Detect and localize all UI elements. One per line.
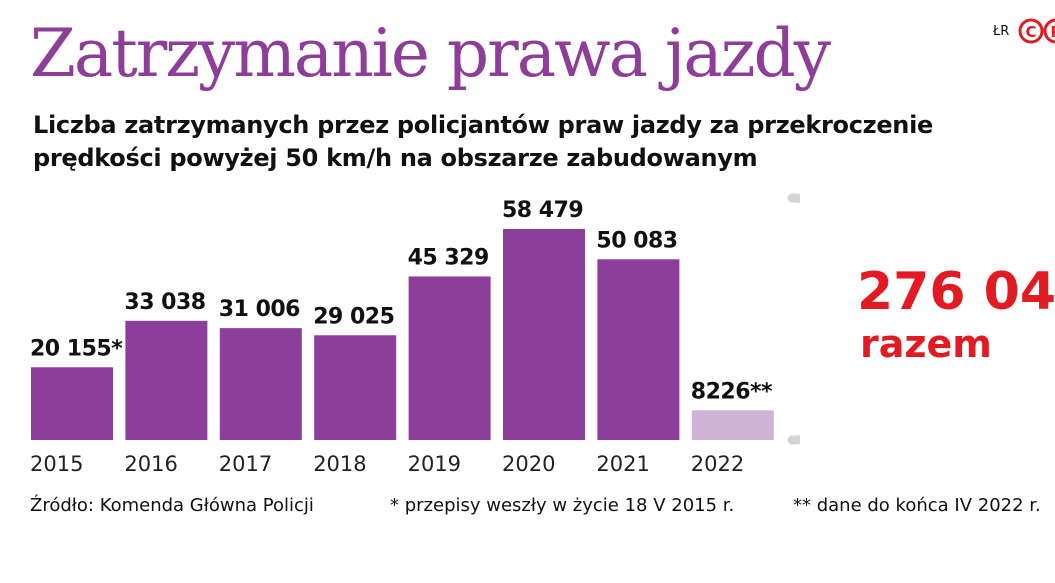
x-tick-label-2019: 2019 xyxy=(408,452,461,476)
author-credit: ŁR xyxy=(993,24,1010,39)
data-label-2022: 8226** xyxy=(691,379,773,404)
x-tick-label-2020: 2020 xyxy=(502,452,555,476)
bar-2016 xyxy=(125,320,208,440)
bar-chart: 20 155* 2015 33 038 2016 31 006 2017 29 025 201… xyxy=(30,193,800,476)
source-note: Źródło: Komenda Główna Policji xyxy=(30,495,314,516)
chart-subtitle-line-1: Liczba zatrzymanych przez policjantów pr… xyxy=(33,111,934,139)
chart-title: Zatrzymanie prawa jazdy xyxy=(30,15,831,92)
footnote-1: * przepisy weszły w życie 18 V 2015 r. xyxy=(390,495,735,516)
total-label: razem xyxy=(860,322,992,366)
svg-text:C: C xyxy=(1025,23,1036,41)
svg-text:P: P xyxy=(1051,23,1055,41)
bar-2018 xyxy=(314,335,397,440)
footnote-2: ** dane do końca IV 2022 r. xyxy=(793,495,1041,516)
x-tick-label-2016: 2016 xyxy=(124,452,177,476)
bar-2019 xyxy=(408,276,491,440)
bar-2017 xyxy=(219,328,302,440)
total-value: 276 041 xyxy=(857,262,1055,322)
data-label-2017: 31 006 xyxy=(219,297,300,322)
x-tick-label-2021: 2021 xyxy=(596,452,649,476)
x-tick-label-2015: 2015 xyxy=(30,452,83,476)
data-label-2020: 58 479 xyxy=(502,198,583,223)
publisher-logo: C P xyxy=(1018,18,1055,44)
bar-2021 xyxy=(597,259,680,440)
chart-subtitle-line-2: prędkości powyżej 50 km/h na obszarze za… xyxy=(33,144,758,172)
bar-2022 xyxy=(691,410,774,440)
data-label-2021: 50 083 xyxy=(596,228,677,253)
data-label-2015: 20 155* xyxy=(30,336,123,361)
bar-2020 xyxy=(503,229,585,440)
x-tick-label-2017: 2017 xyxy=(219,452,272,476)
total-brace xyxy=(787,193,800,445)
x-tick-label-2022: 2022 xyxy=(691,452,744,476)
data-label-2019: 45 329 xyxy=(408,245,489,270)
bar-2015 xyxy=(31,367,113,440)
x-tick-label-2018: 2018 xyxy=(313,452,366,476)
data-label-2018: 29 025 xyxy=(313,304,394,329)
data-label-2016: 33 038 xyxy=(124,290,205,315)
